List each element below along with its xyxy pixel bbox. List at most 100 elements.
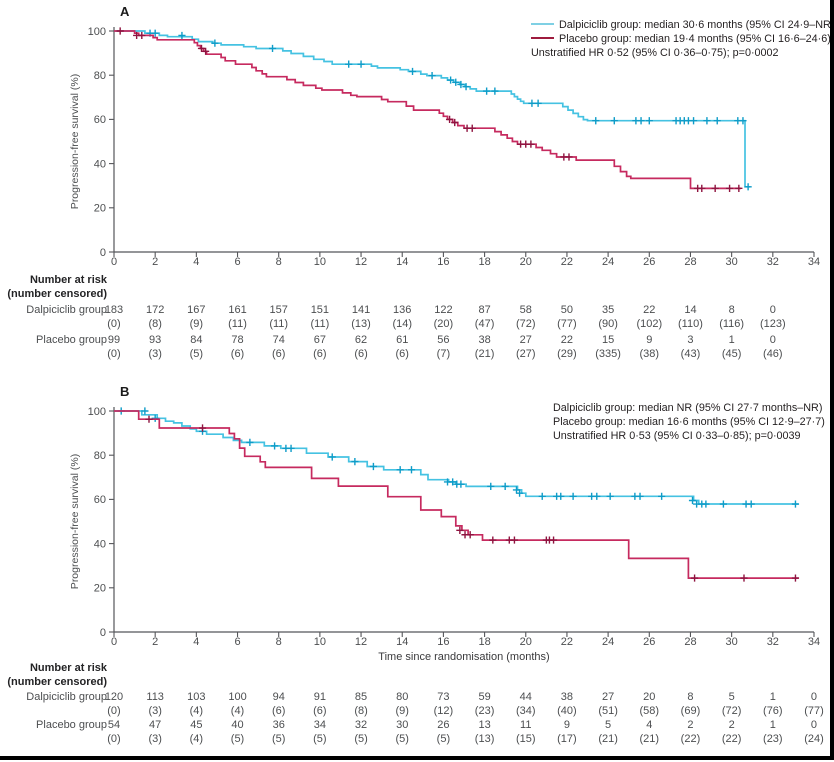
censor-mark <box>747 500 755 508</box>
legend-item-label: Placebo group: median 16·6 months (95% C… <box>553 416 825 428</box>
censor-mark <box>510 536 519 544</box>
at-risk-n: 1 <box>769 719 776 731</box>
legend-item: Placebo group: median 19·4 months (95% C… <box>531 32 834 46</box>
legend-line-swatch <box>531 36 554 39</box>
y-tick-label: 0 <box>100 247 106 259</box>
x-tick-label: 24 <box>602 256 614 268</box>
at-risk-censored: (43) <box>680 348 701 360</box>
y-tick-label: 100 <box>88 26 106 38</box>
censor-mark <box>211 39 219 47</box>
x-tick-label: 14 <box>396 256 408 268</box>
at-risk-censored: (123) <box>759 318 786 330</box>
censor-mark <box>711 184 719 192</box>
x-tick-label: 26 <box>643 256 655 268</box>
y-tick-label: 40 <box>94 538 106 550</box>
legend-hr-note: Unstratified HR 0·53 (95% CI 0·33–0·85);… <box>553 430 801 442</box>
at-risk-censored: (90) <box>598 318 618 330</box>
at-risk-n: 93 <box>149 334 162 346</box>
censor-mark <box>735 184 743 192</box>
at-risk-censored: (5) <box>395 733 409 745</box>
x-tick-label: 6 <box>234 256 240 268</box>
censor-mark <box>549 536 558 544</box>
at-risk-n: 74 <box>272 334 285 346</box>
at-risk-censored: (6) <box>313 348 327 360</box>
km-curve-dalpiciclib-group <box>114 410 799 505</box>
at-risk-censored: (335) <box>595 348 621 360</box>
censor-mark <box>407 466 416 474</box>
censor-mark <box>456 526 464 534</box>
at-risk-n: 50 <box>560 304 574 316</box>
at-risk-n: 67 <box>313 334 326 346</box>
censor-mark <box>198 424 207 432</box>
at-risk-censored: (15) <box>515 733 536 745</box>
x-tick-label: 10 <box>314 636 326 648</box>
x-axis-label: Time since randomisation (months) <box>378 651 550 663</box>
at-risk-n: 27 <box>519 334 532 346</box>
at-risk-n: 14 <box>684 304 697 316</box>
at-risk-header-censored: (number censored) <box>7 288 107 300</box>
at-risk-n: 2 <box>687 719 694 731</box>
x-tick-label: 30 <box>726 256 738 268</box>
at-risk-n: 91 <box>313 691 326 703</box>
censor-mark <box>445 115 454 123</box>
legend-line-swatch <box>531 22 554 25</box>
at-risk-n: 27 <box>601 691 615 703</box>
at-risk-censored: (3) <box>148 733 162 745</box>
at-risk-n: 103 <box>187 691 206 703</box>
censor-mark <box>569 492 577 500</box>
at-risk-censored: (12) <box>433 705 454 717</box>
x-tick-label: 32 <box>767 636 779 648</box>
at-risk-n: 2 <box>728 719 735 731</box>
censor-mark <box>592 117 600 125</box>
at-risk-n: 62 <box>354 334 368 346</box>
at-risk-n: 11 <box>520 719 532 731</box>
x-tick-label: 0 <box>111 256 117 268</box>
censor-mark <box>369 462 378 471</box>
censor-mark <box>703 117 711 125</box>
page-edge-right-rule <box>830 0 834 756</box>
legend-item-label: Placebo group: median 19·4 months (95% C… <box>559 33 831 45</box>
legend-item: Dalpiciclib group: median 30·6 months (9… <box>531 18 834 32</box>
censor-mark <box>151 29 159 37</box>
censor-mark <box>534 99 542 107</box>
x-tick-label: 26 <box>643 636 655 648</box>
at-risk-censored: (29) <box>557 348 577 360</box>
at-risk-censored: (6) <box>354 348 368 360</box>
x-tick-label: 32 <box>767 256 779 268</box>
censor-mark <box>528 99 536 107</box>
at-risk-n: 54 <box>107 719 121 731</box>
x-tick-label: 20 <box>520 256 532 268</box>
x-tick-label: 20 <box>520 636 532 648</box>
censor-mark <box>744 183 752 191</box>
at-risk-n: 78 <box>231 334 244 346</box>
x-tick-label: 0 <box>111 636 117 648</box>
at-risk-n: 99 <box>107 334 121 346</box>
at-risk-censored: (13) <box>351 318 371 330</box>
at-risk-censored: (72) <box>515 318 536 330</box>
at-risk-n: 167 <box>187 304 206 316</box>
censor-mark <box>466 531 474 539</box>
censor-mark <box>357 60 365 68</box>
at-risk-n: 58 <box>519 304 532 316</box>
x-tick-label: 8 <box>276 636 282 648</box>
censor-mark <box>645 117 653 125</box>
y-tick-label: 80 <box>94 450 106 462</box>
y-tick-label: 100 <box>88 406 106 418</box>
at-risk-n: 9 <box>563 719 570 731</box>
at-risk-censored: (69) <box>680 705 701 717</box>
at-risk-n: 1 <box>728 334 735 346</box>
at-risk-censored: (5) <box>271 733 286 745</box>
km-curve-placebo-group <box>114 410 799 579</box>
panel-letter: A <box>120 4 130 19</box>
censor-mark <box>527 140 535 148</box>
at-risk-n: 56 <box>437 334 450 346</box>
censor-mark <box>725 184 734 192</box>
at-risk-n: 157 <box>269 304 288 316</box>
at-risk-n: 4 <box>646 719 653 731</box>
x-tick-label: 14 <box>396 636 408 648</box>
at-risk-n: 1 <box>769 691 776 703</box>
at-risk-n: 120 <box>104 691 124 703</box>
censor-mark <box>658 492 666 500</box>
censor-mark <box>462 83 470 91</box>
x-tick-label: 12 <box>355 256 367 268</box>
